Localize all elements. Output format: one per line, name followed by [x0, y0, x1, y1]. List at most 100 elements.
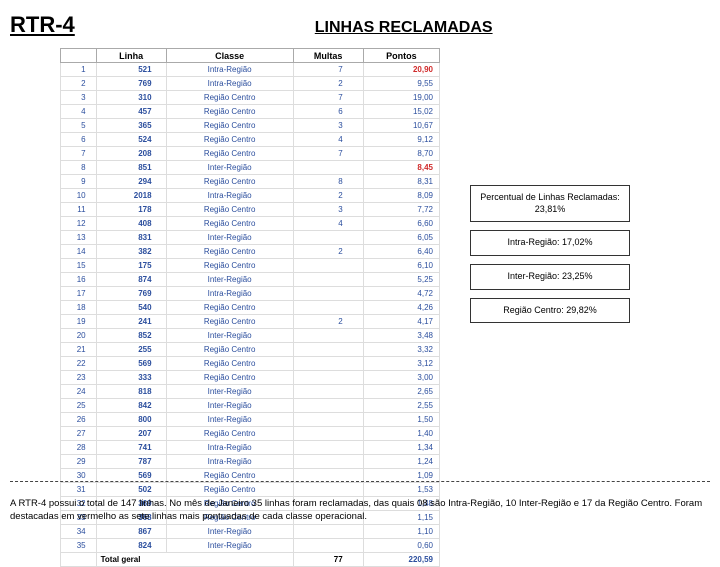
- cell-idx: 14: [61, 245, 97, 259]
- cell-idx: 12: [61, 217, 97, 231]
- col-blank: [61, 49, 97, 63]
- cell-idx: 29: [61, 455, 97, 469]
- cell-linha: 521: [96, 63, 166, 77]
- table-row: 28741Intra-Região 1,34: [61, 441, 440, 455]
- cell-multas: [293, 301, 363, 315]
- cell-linha: 241: [96, 315, 166, 329]
- cell-linha: 769: [96, 287, 166, 301]
- cell-classe: Região Centro: [166, 427, 293, 441]
- cell-pontos: 8,31: [363, 175, 439, 189]
- footer-separator: [10, 481, 710, 482]
- cell-pontos: 2,55: [363, 399, 439, 413]
- table-row: 29787Intra-Região1,24: [61, 455, 440, 469]
- cell-multas: [293, 413, 363, 427]
- table-row: 102018Intra-Região28,09: [61, 189, 440, 203]
- cell-linha: 502: [96, 483, 166, 497]
- table-wrap: Linha Classe Multas Pontos 1521Intra-Reg…: [60, 48, 440, 567]
- cell-linha: 800: [96, 413, 166, 427]
- cell-pontos: 9,12: [363, 133, 439, 147]
- col-multas: Multas: [293, 49, 363, 63]
- cell-linha: 867: [96, 525, 166, 539]
- info-intra: Intra-Região: 17,02%: [470, 230, 630, 256]
- info-boxes: Percentual de Linhas Reclamadas: 23,81% …: [470, 185, 630, 323]
- cell-pontos: 2,65: [363, 385, 439, 399]
- cell-multas: [293, 427, 363, 441]
- cell-classe: Intra-Região: [166, 441, 293, 455]
- cell-pontos: 0,60: [363, 539, 439, 553]
- cell-multas: [293, 231, 363, 245]
- cell-linha: 874: [96, 273, 166, 287]
- cell-total-multas: 77: [293, 553, 363, 567]
- title-left: RTR-4: [10, 12, 75, 38]
- cell-classe: Intra-Região: [166, 77, 293, 91]
- cell-classe: Região Centro: [166, 357, 293, 371]
- cell-pontos: 6,05: [363, 231, 439, 245]
- cell-pontos: 1,34: [363, 441, 439, 455]
- cell-multas: [293, 385, 363, 399]
- cell-multas: 6: [293, 105, 363, 119]
- cell-pontos: 8,45: [363, 161, 439, 175]
- cell-idx: 13: [61, 231, 97, 245]
- cell-pontos: 6,10: [363, 259, 439, 273]
- cell-linha: 824: [96, 539, 166, 553]
- cell-classe: Região Centro: [166, 259, 293, 273]
- cell-pontos: 5,25: [363, 273, 439, 287]
- cell-pontos: 4,72: [363, 287, 439, 301]
- cell-idx: 16: [61, 273, 97, 287]
- cell-linha: 741: [96, 441, 166, 455]
- table-row: 4457Região Centro615,02: [61, 105, 440, 119]
- cell-pontos: 1,10: [363, 525, 439, 539]
- cell-idx: 21: [61, 343, 97, 357]
- cell-idx: 11: [61, 203, 97, 217]
- cell-multas: [293, 455, 363, 469]
- table-row: 24818Inter-Região2,65: [61, 385, 440, 399]
- cell-multas: [293, 357, 363, 371]
- cell-pontos: 3,32: [363, 343, 439, 357]
- cell-linha: 382: [96, 245, 166, 259]
- cell-idx: 19: [61, 315, 97, 329]
- table-row: 34867Inter-Região1,10: [61, 525, 440, 539]
- table-row: 31502Região Centro1,53: [61, 483, 440, 497]
- cell-linha: 365: [96, 119, 166, 133]
- cell-pontos: 7,72: [363, 203, 439, 217]
- cell-idx: 18: [61, 301, 97, 315]
- cell-idx: 28: [61, 441, 97, 455]
- cell-classe: Intra-Região: [166, 287, 293, 301]
- cell-pontos: 9,55: [363, 77, 439, 91]
- cell-idx: 31: [61, 483, 97, 497]
- col-pontos: Pontos: [363, 49, 439, 63]
- table-row: 18540Região Centro4,26: [61, 301, 440, 315]
- cell-classe: Região Centro: [166, 217, 293, 231]
- cell-multas: [293, 329, 363, 343]
- cell-linha: 818: [96, 385, 166, 399]
- cell-linha: 178: [96, 203, 166, 217]
- cell-multas: [293, 343, 363, 357]
- cell-classe: Inter-Região: [166, 525, 293, 539]
- cell-idx: 6: [61, 133, 97, 147]
- cell-classe: Inter-Região: [166, 329, 293, 343]
- cell-pontos: 6,40: [363, 245, 439, 259]
- table-row: 21255Região Centro3,32: [61, 343, 440, 357]
- cell-total-pontos: 220,59: [363, 553, 439, 567]
- cell-pontos: 1,40: [363, 427, 439, 441]
- cell-classe: Região Centro: [166, 371, 293, 385]
- cell-classe: Inter-Região: [166, 231, 293, 245]
- cell-classe: Inter-Região: [166, 413, 293, 427]
- cell-pontos: 15,02: [363, 105, 439, 119]
- cell-idx: 3: [61, 91, 97, 105]
- cell-multas: [293, 525, 363, 539]
- cell-classe: Intra-Região: [166, 455, 293, 469]
- table-total-row: Total geral77220,59: [61, 553, 440, 567]
- table-row: 22569Região Centro3,12: [61, 357, 440, 371]
- cell-classe: Região Centro: [166, 175, 293, 189]
- table-row: 25842Inter-Região2,55: [61, 399, 440, 413]
- cell-linha: 175: [96, 259, 166, 273]
- table-row: 6524Região Centro49,12: [61, 133, 440, 147]
- cell-classe: Região Centro: [166, 105, 293, 119]
- cell-multas: [293, 441, 363, 455]
- cell-pontos: 1,24: [363, 455, 439, 469]
- table-row: 14382Região Centro26,40: [61, 245, 440, 259]
- cell-multas: 3: [293, 203, 363, 217]
- cell-linha: 208: [96, 147, 166, 161]
- cell-linha: 569: [96, 357, 166, 371]
